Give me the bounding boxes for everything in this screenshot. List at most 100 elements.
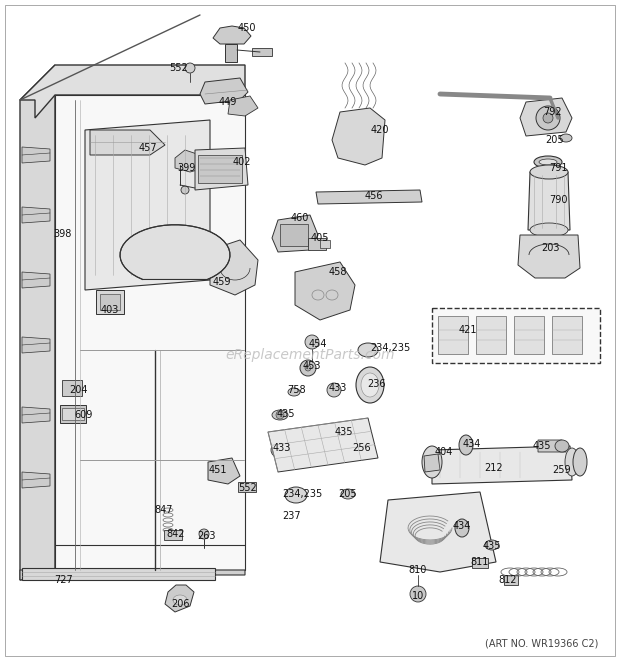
Ellipse shape	[459, 435, 473, 455]
Text: 552: 552	[239, 483, 257, 493]
Text: 435: 435	[533, 441, 551, 451]
Text: 459: 459	[213, 277, 231, 287]
Bar	[62, 408, 84, 420]
Bar	[552, 316, 582, 354]
Circle shape	[536, 106, 560, 130]
Text: 256: 256	[353, 443, 371, 453]
Text: 402: 402	[232, 157, 251, 167]
Polygon shape	[90, 130, 165, 155]
Text: 451: 451	[209, 465, 228, 475]
Circle shape	[271, 443, 285, 457]
Text: 398: 398	[54, 229, 72, 239]
Polygon shape	[316, 190, 422, 204]
Bar	[96, 290, 124, 314]
Polygon shape	[228, 96, 258, 116]
Polygon shape	[518, 235, 580, 278]
Text: 434: 434	[463, 439, 481, 449]
Circle shape	[305, 335, 319, 349]
Bar	[225, 44, 237, 62]
Bar	[438, 316, 468, 354]
Polygon shape	[175, 150, 205, 172]
Polygon shape	[22, 568, 215, 580]
Text: 792: 792	[542, 107, 561, 117]
Text: 552: 552	[170, 63, 188, 73]
Text: 203: 203	[541, 243, 559, 253]
Text: 206: 206	[170, 599, 189, 609]
Circle shape	[199, 529, 209, 539]
Polygon shape	[22, 472, 50, 488]
Circle shape	[181, 186, 189, 194]
Ellipse shape	[332, 430, 348, 440]
Ellipse shape	[361, 373, 379, 397]
Polygon shape	[272, 215, 318, 252]
Text: 403: 403	[101, 305, 119, 315]
Ellipse shape	[539, 159, 557, 165]
Text: 420: 420	[371, 125, 389, 135]
Text: 433: 433	[273, 443, 291, 453]
Ellipse shape	[173, 595, 187, 605]
Bar	[198, 155, 242, 183]
Text: 460: 460	[291, 213, 309, 223]
Polygon shape	[85, 120, 210, 290]
Polygon shape	[268, 418, 378, 472]
Text: 790: 790	[549, 195, 567, 205]
Circle shape	[300, 360, 316, 376]
Text: 237: 237	[283, 511, 301, 521]
Bar	[308, 238, 326, 250]
Ellipse shape	[455, 519, 469, 537]
Ellipse shape	[356, 367, 384, 403]
Text: 434: 434	[453, 521, 471, 531]
Bar	[100, 294, 120, 310]
Ellipse shape	[534, 156, 562, 168]
Text: (ART NO. WR19366 C2): (ART NO. WR19366 C2)	[485, 638, 598, 648]
Text: 421: 421	[459, 325, 477, 335]
Polygon shape	[55, 95, 245, 570]
Text: 609: 609	[75, 410, 93, 420]
Polygon shape	[20, 65, 55, 580]
Bar	[432, 308, 600, 363]
Bar	[60, 405, 86, 423]
Bar	[514, 316, 544, 354]
Text: 263: 263	[197, 531, 215, 541]
Text: 435: 435	[277, 409, 295, 419]
Text: 758: 758	[286, 385, 305, 395]
Ellipse shape	[285, 487, 307, 503]
Text: 453: 453	[303, 361, 321, 371]
Text: 727: 727	[55, 575, 73, 585]
Circle shape	[276, 411, 284, 419]
Bar	[238, 482, 256, 492]
Bar	[472, 558, 488, 568]
Text: 812: 812	[498, 575, 517, 585]
Bar	[62, 380, 82, 396]
Bar	[476, 316, 506, 354]
Text: 847: 847	[155, 505, 173, 515]
Text: 399: 399	[177, 163, 195, 173]
Polygon shape	[210, 240, 258, 295]
Text: 458: 458	[329, 267, 347, 277]
Polygon shape	[195, 148, 248, 190]
Text: 404: 404	[435, 447, 453, 457]
Polygon shape	[120, 225, 230, 280]
Polygon shape	[22, 272, 50, 288]
Ellipse shape	[573, 448, 587, 476]
Text: 234,235: 234,235	[282, 489, 322, 499]
Polygon shape	[208, 458, 240, 484]
Circle shape	[410, 586, 426, 602]
Ellipse shape	[565, 448, 579, 476]
Ellipse shape	[272, 410, 288, 420]
Bar	[252, 48, 272, 56]
Bar	[320, 240, 330, 248]
Polygon shape	[295, 262, 355, 320]
Polygon shape	[22, 207, 50, 223]
Polygon shape	[332, 108, 385, 165]
Text: 205: 205	[546, 135, 564, 145]
Polygon shape	[20, 65, 245, 118]
Text: 433: 433	[329, 383, 347, 393]
Circle shape	[305, 365, 311, 371]
Ellipse shape	[530, 223, 568, 237]
Text: 791: 791	[549, 163, 567, 173]
Polygon shape	[380, 492, 496, 572]
Ellipse shape	[341, 489, 355, 499]
Text: 457: 457	[139, 143, 157, 153]
Text: 204: 204	[69, 385, 88, 395]
